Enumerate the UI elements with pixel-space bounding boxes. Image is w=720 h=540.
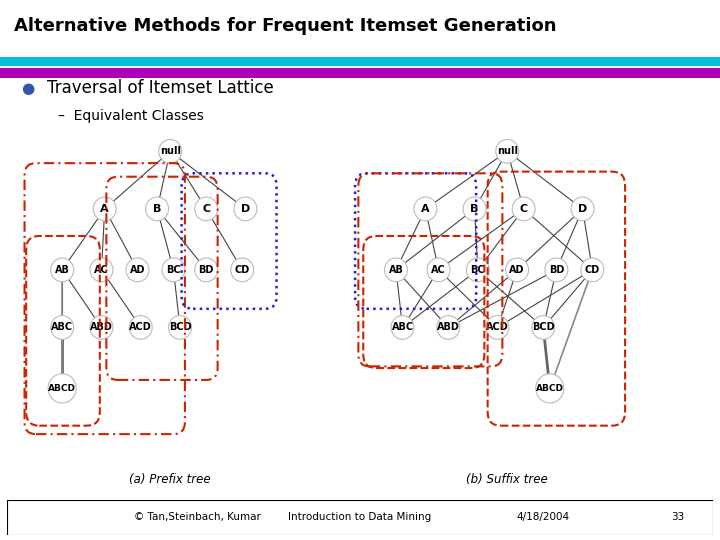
Text: (a) Prefix tree: (a) Prefix tree [130,474,211,487]
Text: Alternative Methods for Frequent Itemset Generation: Alternative Methods for Frequent Itemset… [14,17,557,35]
Circle shape [94,197,116,221]
Text: 33: 33 [671,512,684,522]
Text: A: A [421,204,430,214]
Circle shape [536,374,564,403]
Circle shape [545,258,568,282]
Text: AD: AD [130,265,145,275]
Text: A: A [100,204,109,214]
Circle shape [194,258,217,282]
Circle shape [126,258,149,282]
Text: BCD: BCD [168,322,192,333]
Circle shape [234,197,257,221]
Circle shape [158,139,181,163]
Text: © Tan,Steinbach, Kumar: © Tan,Steinbach, Kumar [134,512,261,522]
Text: null: null [497,146,518,156]
Text: BD: BD [199,265,214,275]
FancyBboxPatch shape [7,500,713,535]
Circle shape [90,315,113,339]
Text: AD: AD [509,265,525,275]
Text: ●: ● [22,81,35,96]
Circle shape [162,258,185,282]
Text: Traversal of Itemset Lattice: Traversal of Itemset Lattice [47,79,274,97]
Circle shape [130,315,152,339]
Text: D: D [578,204,588,214]
Text: BC: BC [166,265,181,275]
Circle shape [571,197,594,221]
Circle shape [532,315,554,339]
Text: (b) Suffix tree: (b) Suffix tree [467,474,548,487]
Circle shape [463,197,486,221]
Text: ABC: ABC [392,322,413,333]
Text: ACD: ACD [486,322,509,333]
Text: null: null [160,146,181,156]
Circle shape [581,258,604,282]
Text: AB: AB [55,265,70,275]
Circle shape [90,258,113,282]
Circle shape [230,258,253,282]
Circle shape [437,315,460,339]
Circle shape [512,197,535,221]
Text: ACD: ACD [130,322,152,333]
Circle shape [194,197,217,221]
Text: BCD: BCD [532,322,554,333]
Circle shape [384,258,408,282]
Circle shape [486,315,509,339]
Text: ABC: ABC [51,322,73,333]
Circle shape [50,258,73,282]
Text: –  Equivalent Classes: – Equivalent Classes [58,109,204,123]
Text: CD: CD [585,265,600,275]
Text: ABCD: ABCD [48,384,76,393]
Text: ABD: ABD [437,322,460,333]
Text: AB: AB [389,265,403,275]
FancyBboxPatch shape [0,68,720,78]
Text: C: C [520,204,528,214]
Text: 4/18/2004: 4/18/2004 [517,512,570,522]
Circle shape [50,315,73,339]
Text: D: D [240,204,250,214]
Text: AC: AC [431,265,446,275]
Text: ABD: ABD [90,322,113,333]
Text: B: B [153,204,161,214]
Text: B: B [470,204,479,214]
Circle shape [145,197,168,221]
Text: AC: AC [94,265,109,275]
Circle shape [496,139,518,163]
Circle shape [48,374,76,403]
Text: ABCD: ABCD [536,384,564,393]
Text: C: C [202,204,210,214]
Text: Introduction to Data Mining: Introduction to Data Mining [289,512,431,522]
Text: BD: BD [549,265,564,275]
Circle shape [168,315,192,339]
Circle shape [414,197,437,221]
Circle shape [467,258,490,282]
Text: BC: BC [470,265,485,275]
Circle shape [505,258,528,282]
Circle shape [427,258,450,282]
Circle shape [391,315,414,339]
Text: CD: CD [235,265,250,275]
FancyBboxPatch shape [0,57,720,66]
